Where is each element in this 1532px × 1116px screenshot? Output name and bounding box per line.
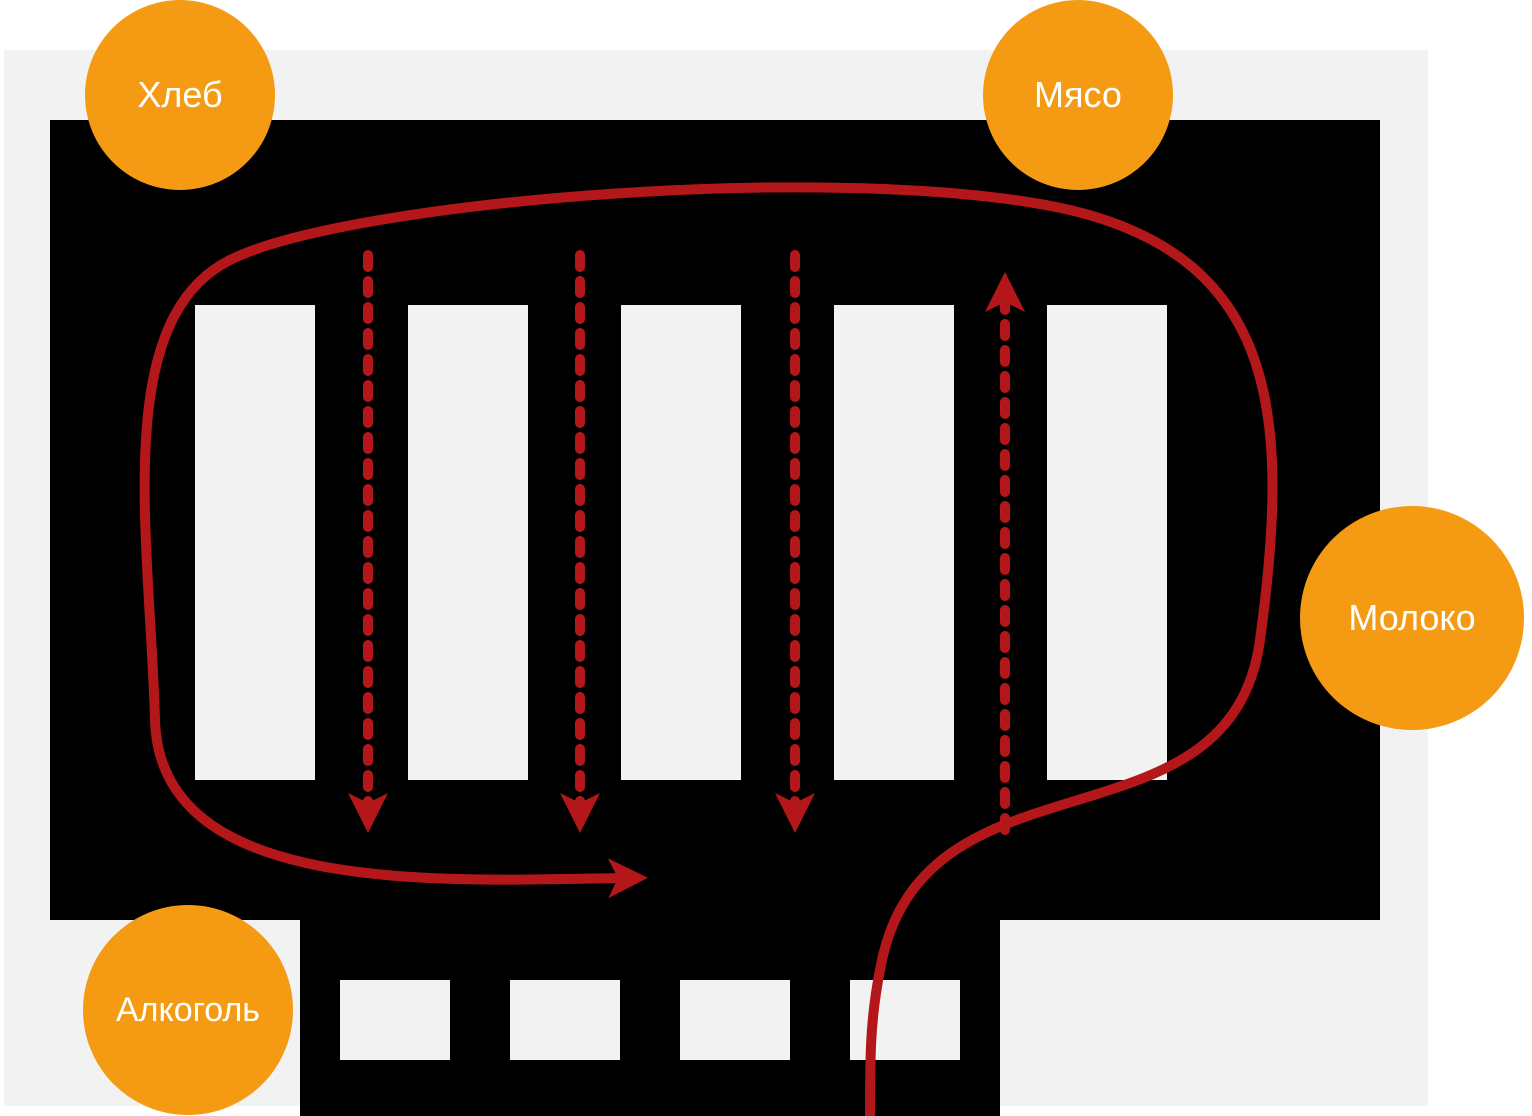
store-layout-diagram: Хлеб Мясо Молоко Алкоголь <box>0 0 1532 1116</box>
badge-label: Молоко <box>1348 597 1475 639</box>
badge-bread: Хлеб <box>85 0 275 190</box>
shelf <box>1047 305 1167 780</box>
badge-milk: Молоко <box>1300 506 1524 730</box>
badge-label: Мясо <box>1034 74 1122 116</box>
badge-alcohol: Алкоголь <box>83 905 293 1115</box>
checkout <box>340 980 450 1060</box>
checkout <box>510 980 620 1060</box>
shelf <box>834 305 954 780</box>
badge-meat: Мясо <box>983 0 1173 190</box>
shelf <box>621 305 741 780</box>
shelf <box>408 305 528 780</box>
shelf <box>195 305 315 780</box>
checkout <box>680 980 790 1060</box>
badge-label: Хлеб <box>137 74 222 116</box>
badge-label: Алкоголь <box>116 991 260 1030</box>
